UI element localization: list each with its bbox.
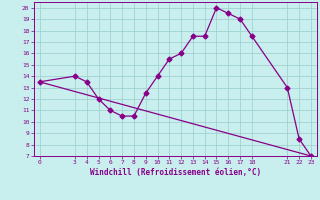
X-axis label: Windchill (Refroidissement éolien,°C): Windchill (Refroidissement éolien,°C) [90, 168, 261, 177]
